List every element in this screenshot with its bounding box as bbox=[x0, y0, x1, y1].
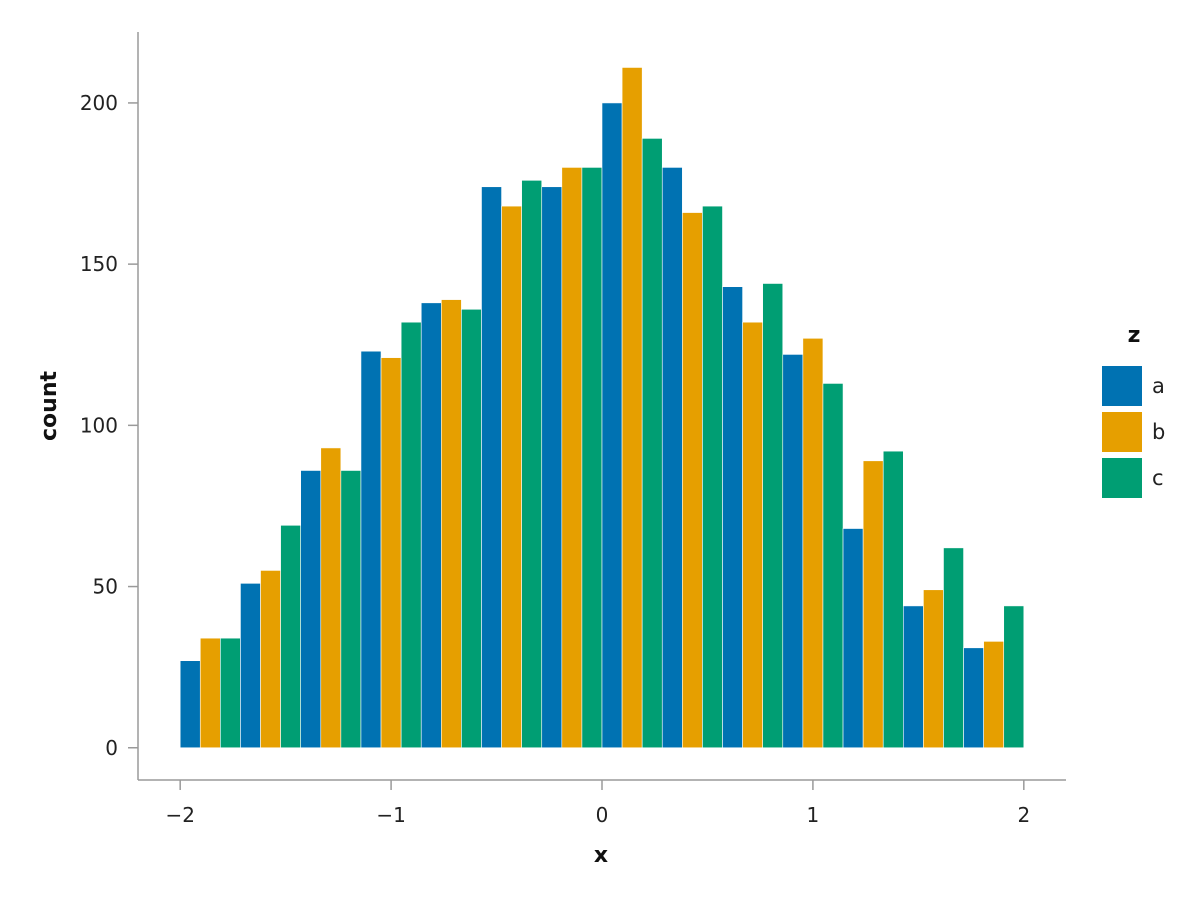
legend-swatch-a bbox=[1102, 366, 1142, 406]
bar-a bbox=[420, 302, 442, 749]
x-tick-label: −2 bbox=[165, 803, 194, 827]
bar-a bbox=[842, 528, 864, 749]
bar-a bbox=[541, 186, 563, 749]
bar-a bbox=[360, 350, 382, 749]
bar-c bbox=[581, 167, 603, 749]
y-tick-label: 100 bbox=[80, 413, 118, 437]
bar-a bbox=[903, 605, 924, 749]
bar-b bbox=[682, 212, 703, 749]
bar-a bbox=[300, 470, 322, 749]
bar-c bbox=[702, 205, 723, 749]
bar-b bbox=[380, 357, 402, 749]
legend-title: z bbox=[1128, 323, 1141, 348]
bar-c bbox=[762, 283, 784, 749]
bars-layer bbox=[179, 67, 1025, 749]
bar-c bbox=[220, 637, 241, 749]
legend: z abc bbox=[1102, 323, 1165, 498]
y-tick-label: 200 bbox=[80, 91, 118, 115]
bar-c bbox=[280, 524, 301, 749]
legend-label-b: b bbox=[1152, 420, 1165, 444]
bar-b bbox=[441, 299, 462, 749]
bar-c bbox=[400, 321, 422, 749]
x-tick-label: 2 bbox=[1017, 803, 1030, 827]
bar-a bbox=[481, 186, 502, 749]
x-tick-label: 1 bbox=[807, 803, 820, 827]
bar-c bbox=[822, 383, 844, 749]
bar-a bbox=[782, 354, 804, 749]
y-tick-label: 0 bbox=[105, 736, 118, 760]
bar-b bbox=[621, 67, 643, 749]
bar-a bbox=[179, 660, 201, 749]
bar-b bbox=[199, 637, 221, 749]
legend-label-a: a bbox=[1152, 374, 1165, 398]
bar-b bbox=[923, 589, 944, 749]
bar-c bbox=[340, 470, 362, 749]
x-tick-label: −1 bbox=[376, 803, 405, 827]
y-tick-label: 50 bbox=[93, 575, 118, 599]
bar-c bbox=[882, 450, 904, 749]
bar-b bbox=[501, 205, 522, 749]
y-axis-ticks: 0 50 100 150 200 bbox=[80, 91, 138, 760]
bar-c bbox=[461, 308, 482, 749]
legend-swatch-c bbox=[1102, 458, 1142, 498]
legend-items: abc bbox=[1102, 366, 1165, 498]
bar-b bbox=[320, 447, 342, 749]
bar-b bbox=[561, 167, 583, 749]
bar-b bbox=[862, 460, 884, 749]
bar-c bbox=[521, 180, 543, 749]
x-axis-title: x bbox=[594, 843, 608, 868]
x-axis-ticks: −2 −1 0 1 2 bbox=[165, 780, 1030, 827]
x-tick-label: 0 bbox=[596, 803, 609, 827]
bar-a bbox=[963, 647, 984, 749]
bar-c bbox=[641, 138, 663, 749]
bar-a bbox=[661, 167, 683, 749]
bar-a bbox=[722, 286, 743, 749]
y-axis-title: count bbox=[37, 371, 62, 441]
y-tick-label: 150 bbox=[80, 252, 118, 276]
legend-swatch-b bbox=[1102, 412, 1142, 452]
axes-layer: 0 50 100 150 200 −2 −1 0 1 2 bbox=[80, 32, 1066, 827]
bar-a bbox=[601, 102, 623, 749]
bar-b bbox=[802, 337, 824, 749]
bar-b bbox=[983, 641, 1005, 749]
bar-b bbox=[742, 321, 763, 749]
legend-label-c: c bbox=[1152, 466, 1164, 490]
bar-b bbox=[260, 570, 281, 749]
bar-c bbox=[943, 547, 964, 749]
bar-c bbox=[1003, 605, 1025, 749]
bar-a bbox=[240, 583, 261, 749]
